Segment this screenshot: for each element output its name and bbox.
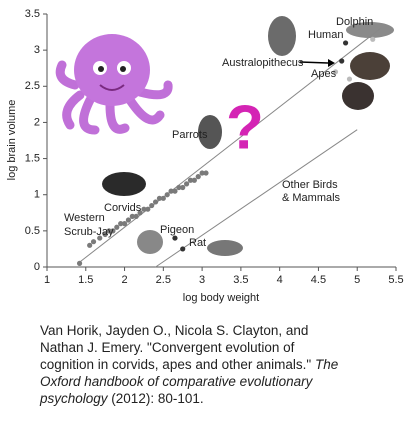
caption-text: Nathan J. Emery. "Convergent evolution o… <box>40 340 295 355</box>
caption-text: The <box>314 357 339 372</box>
caption-text: Van Horik, Jayden O., Nicola S. Clayton,… <box>40 323 309 338</box>
point <box>172 188 178 194</box>
caption: Van Horik, Jayden O., Nicola S. Clayton,… <box>40 322 400 407</box>
point <box>184 181 190 187</box>
point <box>339 58 345 64</box>
point <box>110 228 116 234</box>
point <box>199 170 205 176</box>
point <box>156 195 163 201</box>
x-tick-label: 1.5 <box>78 274 93 286</box>
x-tick-label: 5.5 <box>388 274 403 286</box>
x-tick-label: 3 <box>199 274 205 286</box>
annotation: Corvids <box>104 202 142 214</box>
point <box>97 235 103 241</box>
point <box>90 239 97 245</box>
animal-pictures <box>102 16 394 256</box>
point <box>172 235 178 241</box>
y-tick-label: 2.5 <box>25 80 40 92</box>
point <box>195 174 201 180</box>
annotation: Parrots <box>172 129 208 141</box>
trend-line <box>77 28 381 264</box>
annotation: Australopithecus <box>222 57 304 69</box>
point <box>149 202 155 209</box>
x-tick-label: 4 <box>277 274 283 286</box>
caption-line: Nathan J. Emery. "Convergent evolution o… <box>40 339 400 356</box>
annotation: Dolphin <box>336 16 373 28</box>
point <box>76 260 83 266</box>
annotation: ? <box>226 93 264 162</box>
annotation: Scrub-Jay <box>64 226 114 238</box>
point <box>141 206 147 212</box>
y-axis-label: log brain volume <box>6 100 18 181</box>
point <box>114 224 120 230</box>
x-tick-label: 3.5 <box>233 274 248 286</box>
point <box>342 40 349 46</box>
point <box>137 210 143 216</box>
point <box>180 184 186 191</box>
point <box>187 177 194 183</box>
point <box>191 177 197 183</box>
point <box>129 213 135 219</box>
x-tick-label: 1 <box>44 274 50 286</box>
point <box>346 76 353 82</box>
point <box>125 217 132 223</box>
x-tick-label: 2.5 <box>156 274 171 286</box>
y-tick-label: 0 <box>34 261 40 273</box>
point <box>180 246 186 252</box>
point <box>133 213 139 219</box>
point <box>176 184 182 191</box>
point <box>164 192 170 198</box>
annotation: Rat <box>189 237 206 249</box>
y-tick-label: 0.5 <box>25 225 40 237</box>
trend-line <box>155 129 358 268</box>
annotation: & Mammals <box>282 192 341 204</box>
y-tick-label: 3.5 <box>25 8 40 20</box>
caption-line: psychology (2012): 80-101. <box>40 390 400 407</box>
caption-text: cognition in corvids, apes and other ani… <box>40 357 315 372</box>
caption-line: Oxford handbook of comparative evolution… <box>40 373 400 390</box>
caption-text: (2012): 80-101. <box>107 391 204 406</box>
y-tick-label: 2 <box>34 116 40 128</box>
point <box>102 231 108 238</box>
arrow <box>299 61 329 64</box>
caption-text: Oxford handbook of comparative evolution… <box>40 374 313 389</box>
point <box>118 221 124 227</box>
point <box>160 195 166 201</box>
point <box>106 228 112 234</box>
y-tick-label: 1 <box>34 189 40 201</box>
point <box>121 221 128 227</box>
x-tick-label: 5 <box>354 274 360 286</box>
annotation: Other Birds <box>282 179 338 191</box>
x-tick-label: 4.5 <box>311 274 326 286</box>
annotation: Apes <box>311 68 337 80</box>
annotation: Pigeon <box>160 224 194 236</box>
x-tick-label: 2 <box>121 274 127 286</box>
y-tick-label: 1.5 <box>25 152 40 164</box>
annotation: Human <box>308 29 343 41</box>
point <box>168 188 174 194</box>
point <box>370 36 376 42</box>
octopus-picture <box>55 34 173 135</box>
y-tick-label: 3 <box>34 44 40 56</box>
point <box>152 199 159 205</box>
point <box>145 206 151 212</box>
point <box>203 170 209 176</box>
caption-line: Van Horik, Jayden O., Nicola S. Clayton,… <box>40 322 400 339</box>
point <box>87 242 93 248</box>
caption-line: cognition in corvids, apes and other ani… <box>40 356 400 373</box>
x-axis-label: log body weight <box>183 292 259 304</box>
arrow-head <box>328 59 335 67</box>
annotation: Western <box>64 212 105 224</box>
point <box>332 69 339 75</box>
caption-text: psychology <box>40 391 108 406</box>
